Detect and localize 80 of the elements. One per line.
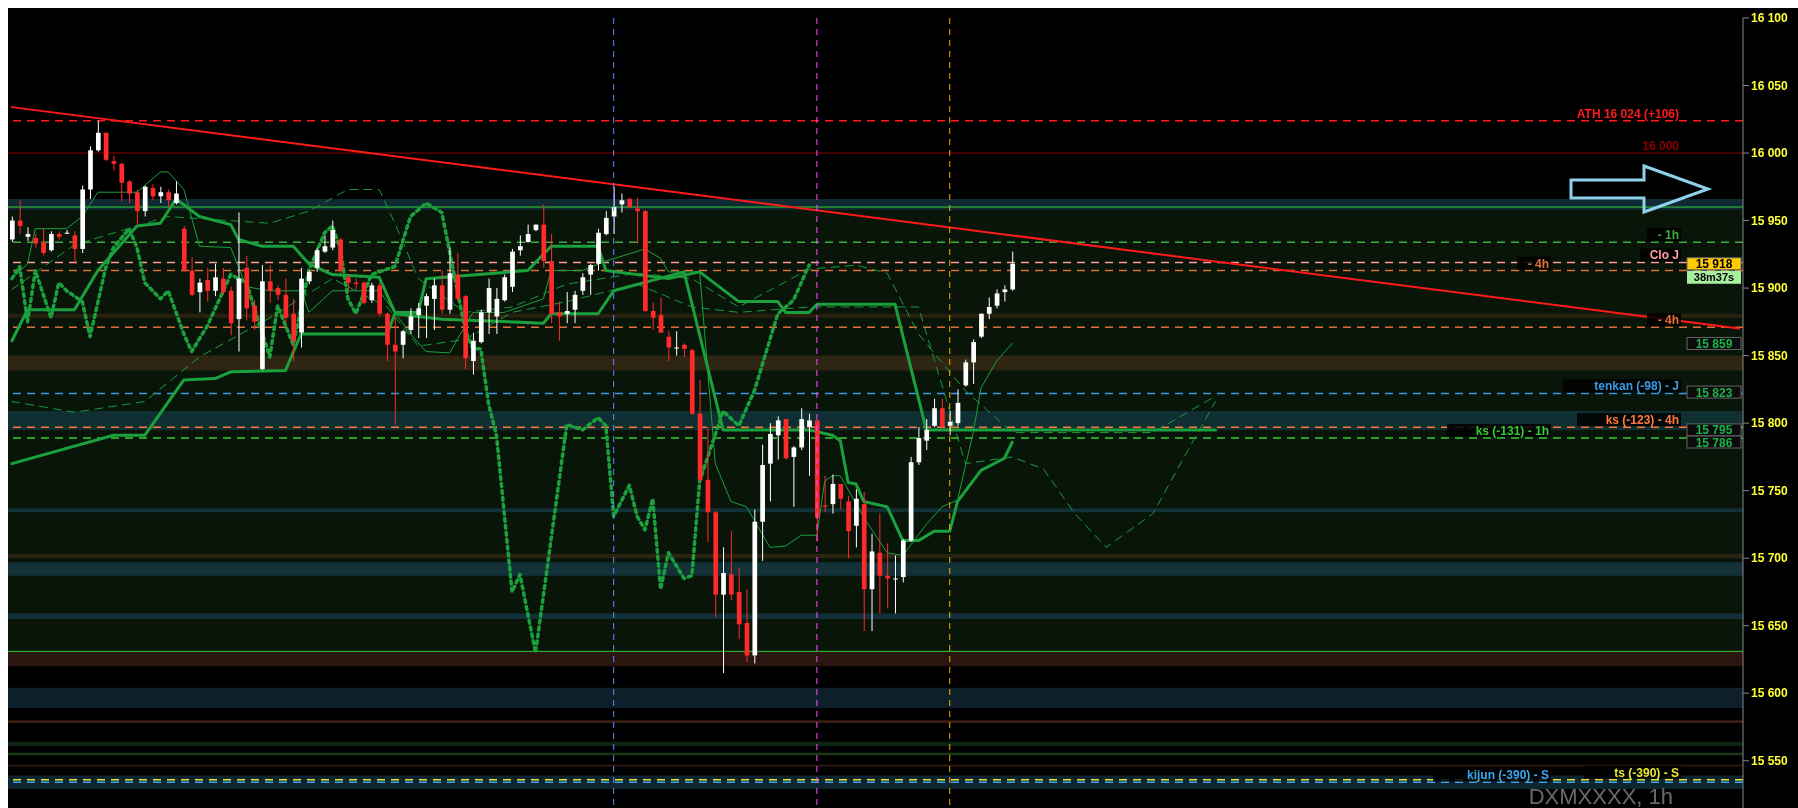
candlestick bbox=[213, 263, 218, 297]
candlestick bbox=[267, 264, 273, 304]
y-tick-label: 15 850 bbox=[1751, 348, 1789, 363]
y-tick-label: 16 100 bbox=[1751, 11, 1789, 26]
candlestick bbox=[994, 288, 1000, 309]
ref-line-label: Clo J bbox=[1649, 248, 1679, 263]
y-tick-label: 15 650 bbox=[1751, 618, 1789, 633]
candlestick bbox=[807, 413, 812, 477]
candlestick bbox=[1002, 284, 1008, 303]
ref-line-label: kijun (-390) - S bbox=[1466, 768, 1549, 783]
candlestick bbox=[41, 228, 46, 257]
candlestick bbox=[986, 297, 992, 320]
candlestick bbox=[119, 162, 125, 203]
y-tick-label: 15 750 bbox=[1751, 483, 1789, 498]
y-tick-label: 16 050 bbox=[1751, 78, 1789, 93]
candlestick bbox=[205, 267, 211, 303]
candlestick bbox=[564, 291, 570, 324]
candlestick bbox=[924, 418, 930, 451]
ref-line-label: ATH 16 024 (+106) bbox=[1576, 106, 1679, 121]
candlestick bbox=[111, 155, 117, 172]
candlestick bbox=[221, 267, 226, 296]
candlestick bbox=[330, 220, 336, 251]
candlestick bbox=[252, 299, 257, 331]
candlestick bbox=[893, 554, 898, 615]
candlestick bbox=[947, 410, 953, 436]
annotation: 15 823 bbox=[1695, 385, 1733, 400]
candlestick bbox=[127, 179, 132, 204]
candlestick bbox=[940, 398, 945, 428]
candlestick bbox=[775, 415, 781, 461]
y-tick-label: 15 950 bbox=[1751, 213, 1789, 228]
candlestick bbox=[95, 120, 101, 153]
y-tick-label: 15 700 bbox=[1751, 551, 1789, 566]
candlestick bbox=[557, 301, 562, 342]
candlestick bbox=[588, 263, 594, 296]
annotation: 38m37s bbox=[1693, 271, 1735, 284]
candlestick bbox=[979, 313, 984, 339]
candlestick bbox=[932, 398, 937, 428]
y-tick-label: 15 600 bbox=[1751, 686, 1789, 701]
candlestick bbox=[729, 530, 734, 601]
candlestick bbox=[721, 546, 726, 674]
annotation: 15 795 bbox=[1695, 423, 1733, 438]
candlestick bbox=[424, 292, 429, 339]
candlestick bbox=[502, 274, 508, 303]
ref-line-label: ks (-131) - 1h bbox=[1475, 423, 1549, 438]
candlestick bbox=[635, 197, 640, 245]
ref-line-label: tenkan (-98) - J bbox=[1594, 379, 1679, 394]
y-tick-label: 15 900 bbox=[1751, 281, 1789, 296]
candlestick bbox=[135, 189, 140, 226]
candlestick bbox=[971, 338, 976, 385]
annotation: 15 918 bbox=[1695, 257, 1733, 272]
candlestick bbox=[666, 330, 672, 362]
candlestick bbox=[603, 210, 609, 236]
y-tick-label: 16 000 bbox=[1751, 146, 1789, 161]
ref-line-label: - 1h bbox=[1657, 228, 1679, 243]
candlestick bbox=[17, 199, 23, 235]
y-tick-label: 15 550 bbox=[1751, 754, 1789, 768]
ref-line-label: 16 000 bbox=[1642, 139, 1680, 154]
candlestick bbox=[791, 445, 797, 508]
candlestick bbox=[49, 230, 54, 253]
candlestick bbox=[518, 234, 523, 257]
annotation: 15 786 bbox=[1695, 435, 1733, 450]
ref-line-label: - 4h bbox=[1657, 313, 1679, 328]
candlestick bbox=[10, 216, 15, 243]
candlestick bbox=[963, 359, 969, 388]
y-tick-label: 15 800 bbox=[1751, 416, 1789, 431]
candlestick bbox=[674, 330, 679, 357]
candlestick bbox=[471, 332, 476, 376]
candlestick bbox=[392, 317, 398, 425]
annotation: 15 859 bbox=[1695, 336, 1733, 351]
candlestick bbox=[838, 483, 844, 511]
candlestick bbox=[322, 234, 328, 254]
annotation: DXMXXXX, 1h bbox=[1528, 784, 1673, 808]
candlestick bbox=[416, 302, 422, 339]
ref-line-label: - 4h bbox=[1527, 256, 1549, 271]
candlestick bbox=[174, 180, 179, 205]
ref-line-label: ts (-390) - S bbox=[1614, 765, 1679, 780]
candlestick bbox=[25, 226, 31, 242]
candlestick bbox=[650, 302, 656, 331]
ref-line-label: ks (-123) - 4h bbox=[1605, 413, 1679, 428]
candlestick bbox=[432, 278, 437, 331]
